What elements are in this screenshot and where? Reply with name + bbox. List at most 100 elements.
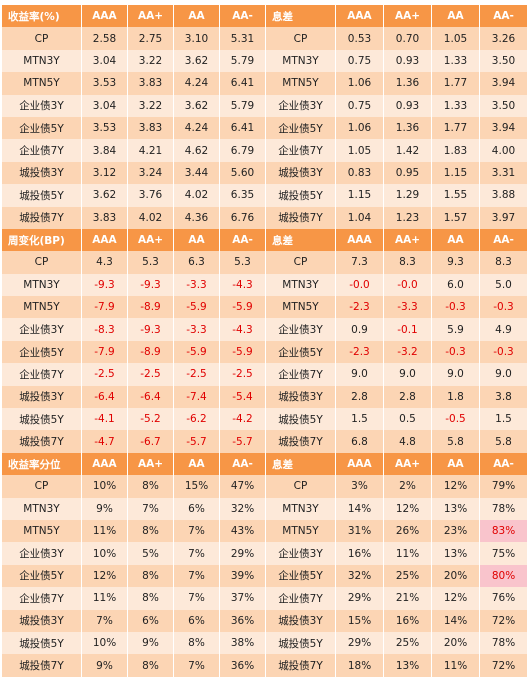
row-label: 城投债5Y xyxy=(265,184,336,207)
cell-value: -3.3 xyxy=(383,296,432,319)
cell-value: 25% xyxy=(383,631,432,655)
data-row: 企业债7Y -2.5 -2.5 -2.5 -2.5 企业债7Y 9.0 9.0 9.0 9.0 xyxy=(1,363,528,386)
cell-value: 3.24 xyxy=(127,161,174,185)
cell-value: 1.33 xyxy=(431,94,480,117)
cell-value: 3% xyxy=(335,475,384,498)
cell-value: 8% xyxy=(127,564,174,588)
cell-value: 8% xyxy=(127,475,174,498)
cell-value: 2.75 xyxy=(127,27,174,50)
row-label: 城投债7Y xyxy=(1,430,82,453)
column-header: AA- xyxy=(219,228,266,252)
cell-value: -2.3 xyxy=(335,340,384,364)
data-row: 企业债7Y 3.84 4.21 4.62 6.79 企业债7Y 1.05 1.42 1.83 4.… xyxy=(1,139,528,162)
row-label: 企业债5Y xyxy=(265,116,336,140)
column-header: AA+ xyxy=(383,228,432,252)
cell-value: -4.3 xyxy=(219,273,266,297)
cell-value: 16% xyxy=(383,609,432,632)
cell-value: 5.79 xyxy=(219,94,266,117)
row-label: 企业债7Y xyxy=(265,587,336,610)
cell-value: 72% xyxy=(479,654,528,677)
cell-value: -5.9 xyxy=(219,340,266,364)
cell-value: 10% xyxy=(81,475,128,498)
cell-value: 3.88 xyxy=(479,184,528,207)
cell-value: 5% xyxy=(127,542,174,565)
row-label: 企业债7Y xyxy=(265,363,336,386)
cell-value: 0.70 xyxy=(383,27,432,50)
column-header: AA xyxy=(173,5,220,28)
cell-value: 1.36 xyxy=(383,116,432,140)
row-label: CP xyxy=(1,475,82,498)
cell-value: -0.3 xyxy=(431,296,480,319)
cell-value: 25% xyxy=(383,564,432,588)
data-row: 企业债5Y 12% 8% 7% 39% 企业债5Y 32% 25% 20% 80% xyxy=(1,564,528,588)
data-row: 企业债3Y 3.04 3.22 3.62 5.79 企业债3Y 0.75 0.93 1.33 3.… xyxy=(1,94,528,117)
cell-value: 3.31 xyxy=(479,161,528,185)
cell-value: 1.83 xyxy=(431,139,480,162)
row-label: 企业债7Y xyxy=(1,587,82,610)
cell-value: 8% xyxy=(127,654,174,677)
row-label: 企业债5Y xyxy=(265,340,336,364)
section-title: 息差 xyxy=(265,5,336,28)
cell-value: 78% xyxy=(479,631,528,655)
cell-value: 5.0 xyxy=(479,273,528,297)
cell-value: 1.23 xyxy=(383,206,432,229)
row-label: 城投债7Y xyxy=(265,206,336,229)
cell-value: 12% xyxy=(431,475,480,498)
cell-value: -0.3 xyxy=(431,340,480,364)
cell-value: 1.8 xyxy=(431,385,480,409)
cell-value: 39% xyxy=(219,564,266,588)
cell-value: 78% xyxy=(479,497,528,520)
row-label: CP xyxy=(1,251,82,274)
row-label: MTN3Y xyxy=(265,497,336,520)
cell-value: -6.4 xyxy=(81,385,128,409)
cell-value: 4.21 xyxy=(127,139,174,162)
cell-value: 3.62 xyxy=(173,49,220,73)
cell-value: 1.5 xyxy=(335,408,384,431)
cell-value: 7% xyxy=(173,654,220,677)
cell-value: 47% xyxy=(219,475,266,498)
cell-value: 38% xyxy=(219,631,266,655)
cell-value: -4.1 xyxy=(81,408,128,431)
data-row: MTN3Y 9% 7% 6% 32% MTN3Y 14% 12% 13% 78% xyxy=(1,497,528,520)
cell-value: -0.3 xyxy=(479,340,528,364)
cell-value: 1.42 xyxy=(383,139,432,162)
section-title: 息差 xyxy=(265,228,336,252)
cell-value: 6% xyxy=(173,497,220,520)
cell-value: 3.62 xyxy=(81,184,128,207)
cell-value: -2.5 xyxy=(81,363,128,386)
cell-value: -3.3 xyxy=(173,318,220,341)
cell-value: 1.15 xyxy=(335,184,384,207)
cell-value: 6.79 xyxy=(219,139,266,162)
cell-value: 0.93 xyxy=(383,94,432,117)
cell-value: 7% xyxy=(173,542,220,565)
cell-value: 18% xyxy=(335,654,384,677)
cell-value: 16% xyxy=(335,542,384,565)
cell-value: 5.8 xyxy=(479,430,528,453)
data-row: 城投债5Y 10% 9% 8% 38% 城投债5Y 29% 25% 20% 78% xyxy=(1,631,528,655)
cell-value: 0.75 xyxy=(335,49,384,73)
cell-value: 3.83 xyxy=(81,206,128,229)
cell-value: 21% xyxy=(383,587,432,610)
cell-value: -3.3 xyxy=(173,273,220,297)
cell-value: 4.62 xyxy=(173,139,220,162)
cell-value: 80% xyxy=(479,564,528,588)
data-row: 企业债3Y 10% 5% 7% 29% 企业债3Y 16% 11% 13% 75% xyxy=(1,542,528,565)
cell-value: 3.50 xyxy=(479,49,528,73)
row-label: MTN3Y xyxy=(265,49,336,73)
cell-value: 1.29 xyxy=(383,184,432,207)
row-label: 城投债5Y xyxy=(1,631,82,655)
cell-value: 6.3 xyxy=(173,251,220,274)
cell-value: -8.3 xyxy=(81,318,128,341)
cell-value: 14% xyxy=(335,497,384,520)
cell-value: 36% xyxy=(219,654,266,677)
data-row: 城投债3Y -6.4 -6.4 -7.4 -5.4 城投债3Y 2.8 2.8 1.8 3.8 xyxy=(1,385,528,409)
data-row: 企业债5Y -7.9 -8.9 -5.9 -5.9 企业债5Y -2.3 -3.2 -0.3 -0… xyxy=(1,340,528,364)
cell-value: 11% xyxy=(383,542,432,565)
cell-value: 0.93 xyxy=(383,49,432,73)
data-row: MTN5Y -7.9 -8.9 -5.9 -5.9 MTN5Y -2.3 -3.3 -0.3 -0… xyxy=(1,296,528,319)
row-label: 城投债3Y xyxy=(265,385,336,409)
row-label: MTN5Y xyxy=(265,72,336,95)
row-label: 企业债7Y xyxy=(265,139,336,162)
row-label: 城投债7Y xyxy=(1,654,82,677)
cell-value: -9.3 xyxy=(127,318,174,341)
